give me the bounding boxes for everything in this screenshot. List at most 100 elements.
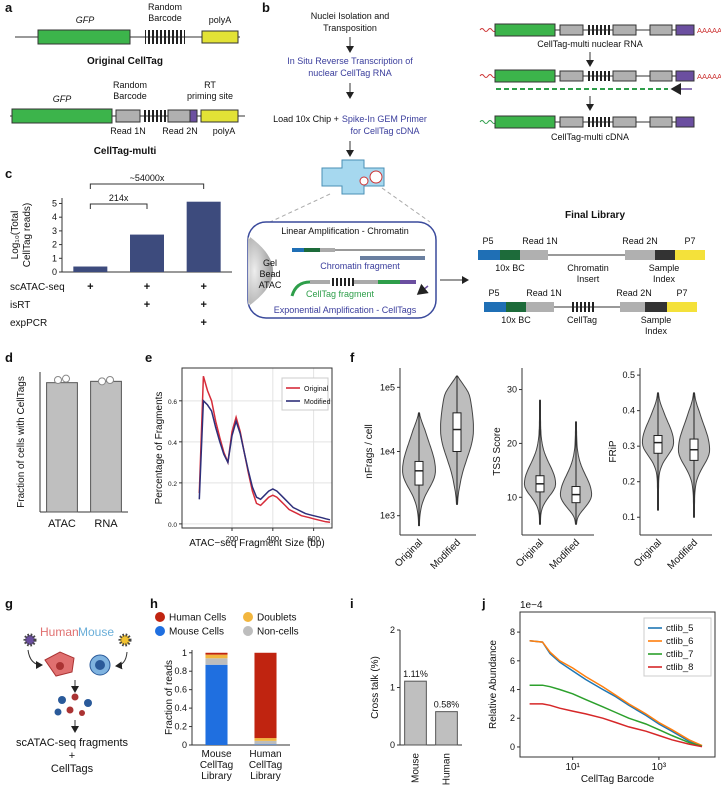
label: RT: [204, 80, 216, 90]
x-tick-label: 10¹: [565, 762, 580, 773]
label: GFP: [53, 94, 72, 104]
step: nuclear CellTag RNA: [308, 68, 392, 78]
arrow: [115, 651, 128, 670]
y-tick-label: 0.2: [174, 722, 187, 732]
x-axis-label: CellTag Barcode: [581, 774, 655, 785]
label: CellTag-multi cDNA: [551, 132, 629, 142]
plot-frame: [181, 367, 333, 529]
g: P5 Read 1N Read 2N P7 10x BC Chromatin I…: [478, 236, 705, 284]
panel-label: i: [350, 596, 354, 611]
y-tick-label: 5: [52, 198, 57, 208]
panel-g: Human Mouse scATAC-seq fragments + CellT…: [16, 625, 132, 775]
label: scATAC-seq fragments: [16, 737, 129, 749]
label: Random: [113, 80, 147, 90]
label: Index: [645, 326, 668, 336]
read-box: [612, 116, 637, 128]
y-tick-label: 0.4: [168, 440, 177, 447]
y-tick-label: 4: [510, 685, 515, 695]
legend-label: ctlib_7: [666, 649, 693, 660]
g: a b c d e f g h i j: [5, 0, 486, 611]
step: Transposition: [323, 23, 377, 33]
bar: [186, 201, 221, 272]
condition-mark: +: [87, 281, 93, 293]
label: Index: [653, 274, 676, 284]
label: Random: [148, 2, 182, 12]
panel-a: GFP Random Barcode polyA Original CellTa…: [10, 2, 245, 157]
data-point: [98, 377, 106, 386]
rt-box: [675, 116, 695, 128]
legend-swatch: [155, 626, 165, 636]
gfp-box: [11, 108, 113, 124]
y-tick-label: 0: [52, 267, 57, 277]
annotation: ~54000x: [130, 173, 165, 183]
step-part: Load 10x Chip +: [273, 114, 339, 124]
nucleus: [58, 696, 66, 704]
barcode: [586, 25, 610, 35]
legend-swatch: [243, 612, 253, 622]
polya-box: [201, 30, 239, 44]
bar: [90, 380, 122, 513]
barcode: [143, 110, 166, 122]
nucleus: [66, 706, 74, 714]
nucleus: [54, 708, 62, 716]
arrow: [27, 649, 43, 669]
panel-label: b: [262, 0, 270, 15]
label: AAAAA: [697, 72, 721, 81]
label: Read 2N: [622, 236, 658, 246]
chip: [321, 159, 385, 195]
frag: [290, 280, 311, 297]
x-tick-label: Modified: [666, 537, 701, 572]
polya-box: [200, 109, 239, 123]
wave: [479, 74, 497, 78]
legend-swatch: [155, 612, 165, 622]
frag: [304, 248, 320, 252]
y-axis-label: nFrags / cell: [364, 424, 375, 478]
gel-bead: [250, 237, 273, 305]
nucleus: [79, 710, 85, 716]
offset-label: 1e−4: [520, 600, 543, 611]
label: CellTag-multi nuclear RNA: [537, 39, 643, 49]
panel-label: a: [5, 0, 13, 15]
legend-label: ctlib_8: [666, 662, 693, 673]
bar-segment: [205, 654, 228, 659]
nucleus: [71, 693, 79, 701]
legend-label: ctlib_5: [666, 623, 693, 634]
y-tick-label: 0.0: [168, 522, 177, 529]
data-point: [62, 374, 70, 383]
dash: [381, 187, 431, 223]
box: [414, 460, 424, 486]
label: Sample: [649, 263, 680, 273]
x-tick-label: Human: [249, 749, 281, 760]
read-box: [649, 116, 673, 128]
x-tick-label: Modified: [429, 537, 464, 572]
box: [653, 435, 663, 454]
y-tick-label: 20: [507, 438, 517, 448]
label: Chromatin fragment: [320, 261, 400, 271]
label: Barcode: [148, 13, 182, 23]
title: Final Library: [565, 210, 625, 221]
bar: [435, 711, 458, 746]
y-tick-label: 1: [390, 683, 395, 693]
panel-label: h: [150, 596, 158, 611]
bar-segment: [254, 652, 277, 739]
y-tick-label: 0.6: [168, 399, 177, 406]
read: [625, 250, 655, 260]
label: CellTag fragment: [306, 289, 375, 299]
condition-mark: +: [144, 281, 150, 293]
read: [526, 302, 554, 312]
bar: [46, 382, 78, 513]
label: P5: [482, 236, 493, 246]
bracket: [89, 183, 205, 189]
x-tick-label: 200: [226, 534, 239, 543]
y-tick-label: 0.2: [622, 477, 635, 487]
g: AAAAA CellTag-multi nuclear RNA AAAAA Ce…: [479, 23, 721, 142]
y-tick-label: 0.4: [622, 406, 635, 416]
wave: [479, 120, 497, 124]
annotation: 214x: [109, 193, 129, 203]
read-box: [649, 70, 673, 82]
legend-label: Mouse Cells: [169, 627, 224, 638]
label: polyA: [213, 126, 236, 136]
label: +: [69, 750, 75, 762]
bar: [73, 266, 108, 272]
